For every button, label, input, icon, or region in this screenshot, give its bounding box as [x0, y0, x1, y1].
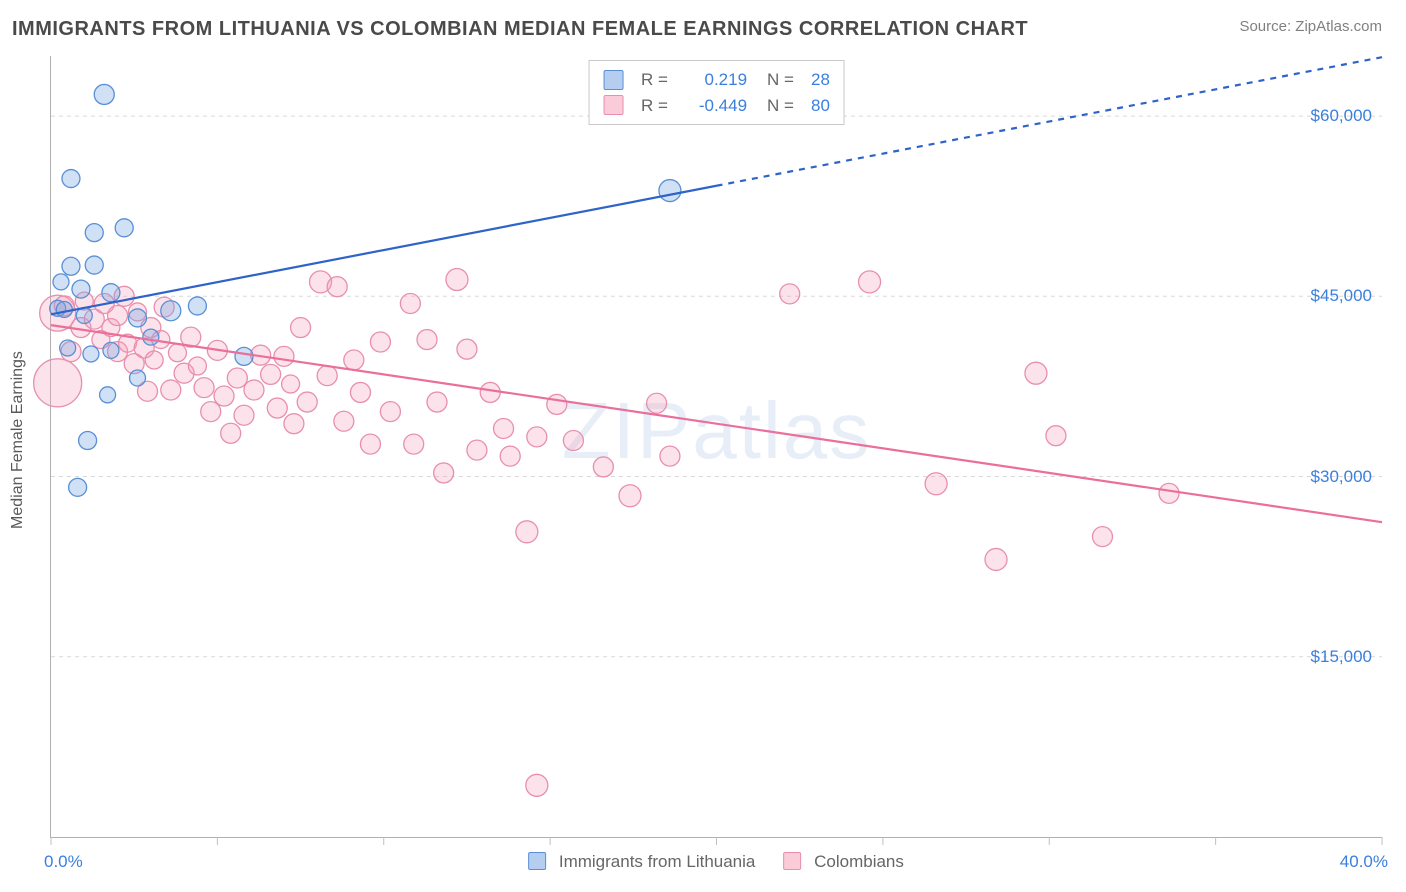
x-max-label: 40.0% — [1340, 852, 1388, 872]
legend-r-label-0: R = — [641, 67, 673, 93]
header: IMMIGRANTS FROM LITHUANIA VS COLOMBIAN M… — [0, 0, 1406, 45]
series-swatch-1 — [783, 852, 801, 870]
legend-n-label-0: N = — [767, 67, 801, 93]
legend-n-label-1: N = — [767, 93, 801, 119]
series-label-1: Colombians — [814, 852, 904, 871]
correlation-legend: R = 0.219 N = 28 R = -0.449 N = 80 — [588, 60, 845, 125]
legend-r-value-0: 0.219 — [683, 67, 747, 93]
y-tick-label: $30,000 — [1311, 467, 1372, 487]
legend-swatch-1 — [603, 95, 623, 115]
series-legend-item-0: Immigrants from Lithuania — [528, 852, 755, 872]
chart-container: IMMIGRANTS FROM LITHUANIA VS COLOMBIAN M… — [0, 0, 1406, 892]
y-tick-label: $15,000 — [1311, 647, 1372, 667]
series-legend: Immigrants from Lithuania Colombians — [528, 852, 904, 872]
plot-area: ZIPatlas R = 0.219 N = 28 R = -0.449 N =… — [50, 56, 1382, 838]
x-min-label: 0.0% — [44, 852, 83, 872]
chart-title: IMMIGRANTS FROM LITHUANIA VS COLOMBIAN M… — [12, 18, 1028, 41]
series-label-0: Immigrants from Lithuania — [559, 852, 756, 871]
source-label: Source: ZipAtlas.com — [1239, 18, 1382, 35]
legend-row-1: R = -0.449 N = 80 — [603, 93, 830, 119]
series-swatch-0 — [528, 852, 546, 870]
legend-swatch-0 — [603, 70, 623, 90]
series-legend-item-1: Colombians — [783, 852, 904, 872]
y-tick-label: $60,000 — [1311, 106, 1372, 126]
y-tick-label: $45,000 — [1311, 286, 1372, 306]
legend-n-value-0: 28 — [811, 67, 830, 93]
y-axis-label: Median Female Earnings — [9, 351, 27, 529]
legend-r-value-1: -0.449 — [683, 93, 747, 119]
legend-row-0: R = 0.219 N = 28 — [603, 67, 830, 93]
legend-r-label-1: R = — [641, 93, 673, 119]
scatter-svg — [51, 56, 1382, 837]
plot-frame: ZIPatlas R = 0.219 N = 28 R = -0.449 N =… — [50, 56, 1382, 838]
legend-n-value-1: 80 — [811, 93, 830, 119]
